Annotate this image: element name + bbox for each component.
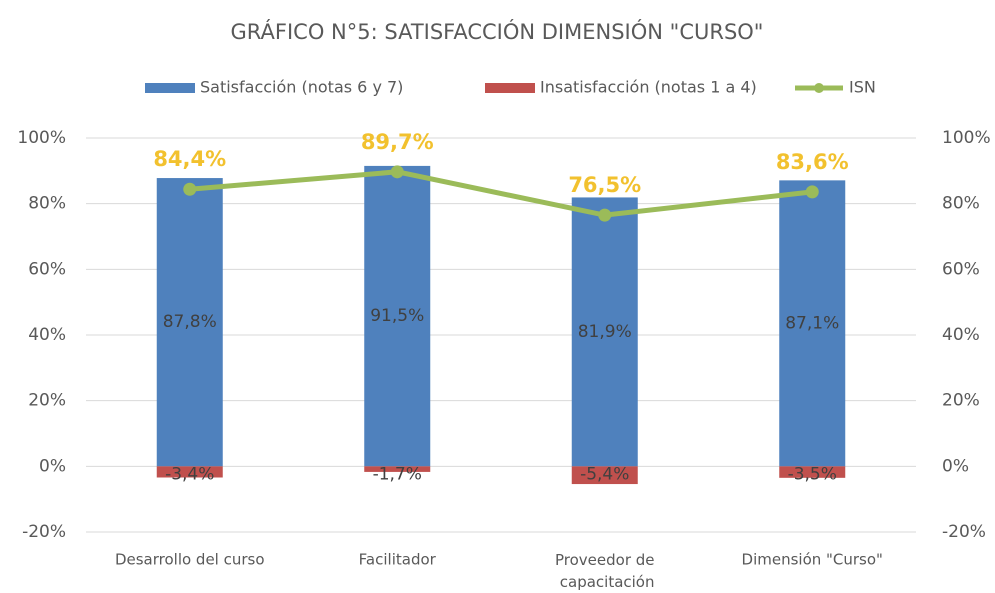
data-label: 81,9% — [578, 322, 632, 342]
point — [598, 208, 612, 222]
point — [183, 182, 197, 196]
y2-tick-label: 100% — [942, 128, 991, 148]
point — [805, 185, 819, 199]
y2-tick-label: 60% — [942, 259, 980, 279]
bar — [779, 180, 846, 467]
bar — [364, 466, 431, 472]
y2-tick-label: 40% — [942, 325, 980, 345]
legend-swatch — [485, 83, 535, 93]
y-tick-label: 0% — [39, 456, 66, 476]
data-label: 83,6% — [776, 150, 849, 174]
point — [390, 165, 404, 179]
y-tick-label: -20% — [22, 522, 66, 542]
legend-swatch — [145, 83, 195, 93]
y2-tick-label: 0% — [942, 456, 969, 476]
y-tick-label: 100% — [17, 128, 66, 148]
x-tick-label: Dimensión "Curso" — [742, 551, 883, 569]
data-label: 84,4% — [153, 147, 226, 171]
y2-tick-label: 80% — [942, 194, 980, 214]
bar — [156, 178, 223, 467]
x-tick-label: Facilitador — [359, 551, 437, 569]
bar — [571, 197, 638, 467]
y-tick-label: 60% — [28, 259, 66, 279]
legend-label: Satisfacción (notas 6 y 7) — [200, 78, 403, 97]
legend-label: ISN — [849, 78, 876, 97]
data-label: -3,4% — [165, 464, 214, 484]
line — [189, 169, 813, 218]
y2-tick-label: 20% — [942, 391, 980, 411]
data-label: 87,1% — [785, 313, 839, 333]
legend-label: Insatisfacción (notas 1 a 4) — [540, 78, 757, 97]
bar — [364, 165, 431, 467]
data-label: 87,8% — [163, 312, 217, 332]
data-label: 91,5% — [370, 306, 424, 326]
data-label: -3,5% — [788, 464, 837, 484]
data-label: 76,5% — [568, 173, 641, 197]
x-tick-label: Desarrollo del curso — [115, 551, 265, 569]
data-label: -5,4% — [580, 464, 629, 484]
chart-title: GRÁFICO N°5: SATISFACCIÓN DIMENSIÓN "CUR… — [231, 19, 764, 44]
y-tick-label: 20% — [28, 391, 66, 411]
y-tick-label: 40% — [28, 325, 66, 345]
data-label: 89,7% — [361, 130, 434, 154]
bar — [571, 466, 638, 485]
legend-swatch — [814, 83, 824, 93]
bar — [156, 466, 223, 478]
bar — [779, 466, 846, 478]
data-label: -1,7% — [373, 464, 422, 484]
y-tick-label: 80% — [28, 194, 66, 214]
x-tick-label: Proveedor de capacitación — [555, 551, 655, 591]
y2-tick-label: -20% — [942, 522, 986, 542]
